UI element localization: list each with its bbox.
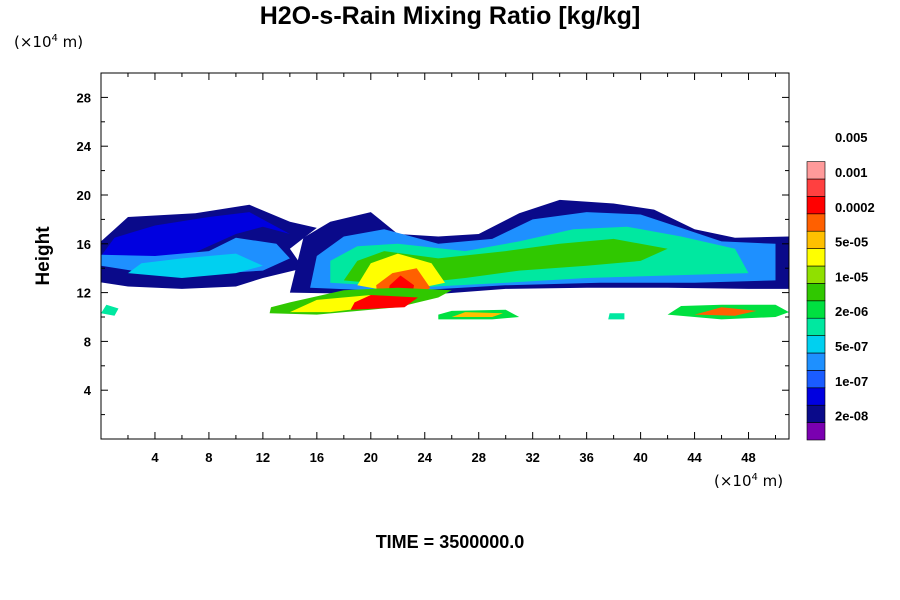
colorbar-swatch bbox=[806, 161, 826, 180]
colorbar-swatch bbox=[806, 230, 826, 249]
x-unit-suffix: m) bbox=[757, 472, 784, 490]
x-tick-label: 48 bbox=[741, 450, 755, 465]
contour-region bbox=[101, 304, 119, 316]
y-tick-label: 20 bbox=[77, 188, 91, 203]
colorbar-swatch bbox=[806, 404, 826, 423]
colorbar-label: 0.005 bbox=[835, 130, 868, 145]
contour-region bbox=[101, 212, 290, 261]
contour-region bbox=[128, 253, 263, 278]
y-tick-label: 16 bbox=[77, 237, 91, 252]
colorbar-label: 0.001 bbox=[835, 165, 868, 180]
x-tick-label: 4 bbox=[151, 450, 159, 465]
colorbar-label: 1e-07 bbox=[835, 374, 868, 389]
y-unit-suffix: m) bbox=[57, 33, 84, 51]
colorbar-swatch bbox=[806, 248, 826, 267]
colorbar-label: 1e-05 bbox=[835, 269, 868, 284]
y-axis-unit: (×104 m) bbox=[14, 33, 83, 51]
x-tick-label: 16 bbox=[310, 450, 324, 465]
colorbar-label: 5e-07 bbox=[835, 339, 868, 354]
time-label: TIME = 3500000.0 bbox=[375, 532, 525, 552]
x-tick-label: 8 bbox=[205, 450, 212, 465]
contour-region bbox=[350, 295, 418, 310]
y-axis-label: Height bbox=[33, 226, 54, 286]
contour-region bbox=[608, 313, 625, 320]
colorbar-label: 5e-05 bbox=[835, 235, 868, 250]
colorbar-swatch bbox=[806, 178, 826, 197]
colorbar: 2e-08 1e-07 5e-07 2e-06 1e-05 5e-05 0.0002 0.00… bbox=[806, 130, 875, 441]
y-tick-label: 28 bbox=[77, 90, 91, 105]
colorbar-swatch bbox=[806, 387, 826, 406]
colorbar-swatch bbox=[806, 422, 826, 441]
colorbar-swatch bbox=[806, 317, 826, 336]
x-tick-label: 28 bbox=[471, 450, 485, 465]
contour-region bbox=[694, 307, 757, 316]
colorbar-swatch bbox=[806, 335, 826, 354]
colorbar-swatch bbox=[806, 265, 826, 284]
x-tick-label: 24 bbox=[418, 450, 433, 465]
colorbar-swatch bbox=[806, 352, 826, 371]
y-tick-label: 4 bbox=[84, 383, 92, 398]
x-tick-label: 40 bbox=[633, 450, 647, 465]
x-tick-label: 12 bbox=[256, 450, 270, 465]
y-unit-exponent: 4 bbox=[51, 33, 58, 44]
y-tick-label: 24 bbox=[77, 139, 92, 154]
contour-regions bbox=[101, 199, 789, 320]
x-axis-unit: (×104 m) bbox=[714, 472, 783, 490]
colorbar-label: 2e-08 bbox=[835, 409, 868, 424]
plot-frame bbox=[100, 72, 790, 440]
colorbar-label: 0.0002 bbox=[835, 200, 875, 215]
colorbar-swatch bbox=[806, 213, 826, 232]
x-unit-exponent: 4 bbox=[751, 472, 758, 483]
y-unit-prefix: (×10 bbox=[14, 33, 52, 51]
x-tick-label: 20 bbox=[364, 450, 378, 465]
x-unit-prefix: (×10 bbox=[714, 472, 752, 490]
colorbar-swatch bbox=[806, 300, 826, 319]
x-tick-label: 44 bbox=[687, 450, 702, 465]
colorbar-swatch bbox=[806, 283, 826, 302]
chart-title: H2O-s-Rain Mixing Ratio [kg/kg] bbox=[259, 2, 641, 30]
colorbar-swatch bbox=[806, 196, 826, 215]
colorbar-label: 2e-06 bbox=[835, 304, 868, 319]
x-tick-label: 36 bbox=[579, 450, 593, 465]
y-tick-label: 12 bbox=[77, 286, 91, 301]
contour-region bbox=[451, 312, 503, 317]
x-tick-label: 32 bbox=[525, 450, 539, 465]
y-tick-label: 8 bbox=[84, 334, 91, 349]
colorbar-swatch bbox=[806, 370, 826, 389]
